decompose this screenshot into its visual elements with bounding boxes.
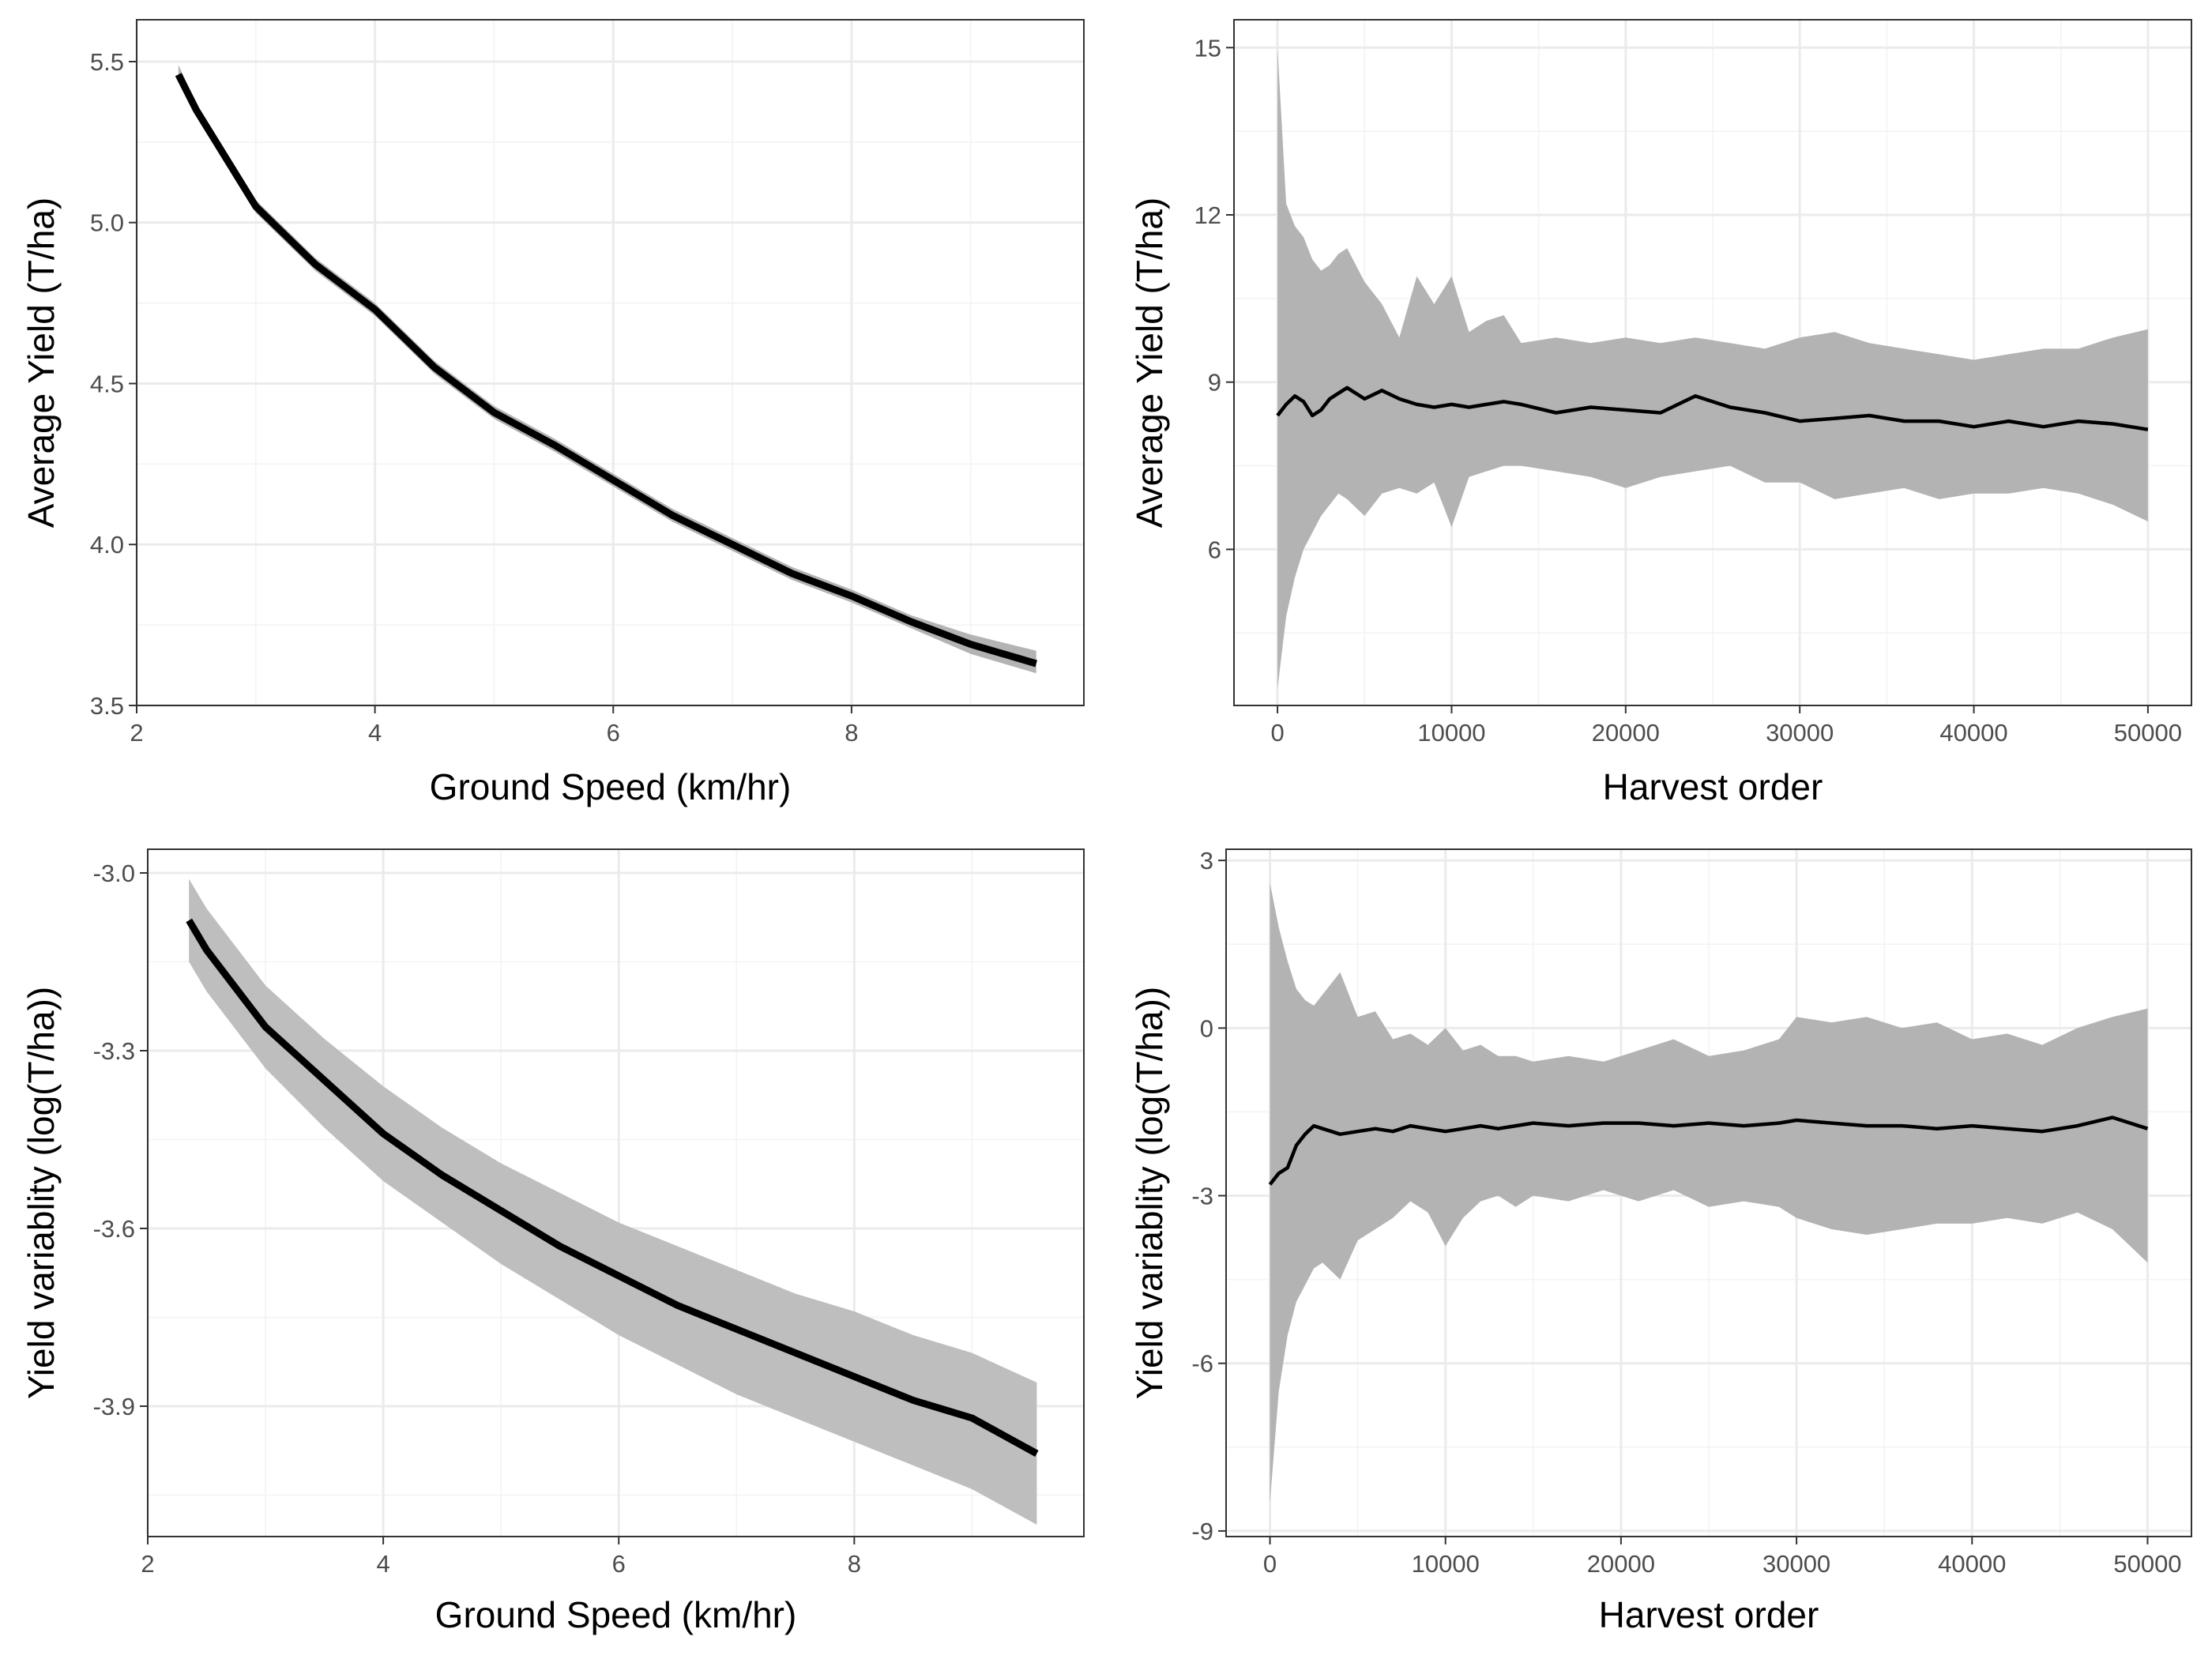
x-tick-label: 40000 [1938,1550,2006,1578]
x-tick-label: 4 [368,719,382,747]
x-axis-title: Harvest order [1599,1594,1819,1635]
y-tick-label: 0 [1200,1014,1213,1042]
x-tick-label: 30000 [1762,1550,1830,1578]
x-tick-label: 6 [607,719,620,747]
y-tick-label: 4.5 [90,370,124,397]
y-tick-label: -3.3 [93,1037,135,1065]
y-tick-label: -3.9 [93,1393,135,1420]
x-tick-label: 20000 [1592,719,1660,747]
y-tick-label: 6 [1208,536,1221,563]
x-tick-label: 50000 [2113,1550,2181,1578]
x-tick-label: 0 [1270,719,1284,747]
y-tick-label: 5.0 [90,209,124,237]
y-tick-label: -3 [1191,1183,1213,1210]
y-tick-label: 4.0 [90,531,124,559]
confidence-ribbon [1277,47,2148,689]
panel-yield-order: 0 10000 20000 30000 40000 50000 6 9 12 15 Harvest … [1129,19,2192,807]
series-line [1268,1115,2149,1186]
x-axis-title: Ground Speed (km/hr) [430,766,792,807]
x-tick-label: 20000 [1587,1550,1655,1578]
x-tick-label: 8 [845,719,858,747]
y-axis-title: Average Yield (T/ha) [21,198,62,529]
y-axis-title: Yield variablity (log(T/ha)) [1129,987,1170,1399]
panel-yield-speed: 2 4 6 8 3.5 4.0 4.5 5.0 5.5 Ground Speed (km/hr) A… [21,19,1085,807]
y-tick-label: -3.0 [93,860,135,887]
confidence-ribbon [1270,882,2148,1503]
x-tick-label: 0 [1263,1550,1277,1578]
y-tick-label: -3.6 [93,1215,135,1243]
y-tick-label: 3.5 [90,692,124,720]
panel-border [1225,848,2192,1537]
panel-border [1233,19,2192,706]
x-tick-label: 8 [848,1550,861,1578]
x-tick-label: 10000 [1412,1550,1480,1578]
series-line [186,918,1039,1457]
panel-border [136,19,1085,706]
y-tick-label: 3 [1200,847,1213,875]
x-tick-label: 30000 [1766,719,1834,747]
x-axis-title: Ground Speed (km/hr) [435,1594,797,1635]
y-tick-label: 12 [1194,201,1221,229]
x-tick-label: 6 [612,1550,626,1578]
y-axis-title: Yield variablity (log(T/ha)) [21,987,62,1399]
panel-variability-speed: 2 4 6 8 -3.0 -3.3 -3.6 -3.9 Ground Speed (km/hr)… [21,848,1085,1635]
x-tick-label: 2 [141,1550,154,1578]
x-tick-label: 2 [130,719,143,747]
y-tick-label: -9 [1191,1518,1213,1545]
panel-variability-order: 0 10000 20000 30000 40000 50000 -9 -6 -3 0 3 Harves… [1129,847,2192,1635]
y-axis-title: Average Yield (T/ha) [1129,198,1170,529]
x-tick-label: 4 [376,1550,389,1578]
x-axis-title: Harvest order [1603,766,1823,807]
x-tick-label: 40000 [1939,719,2007,747]
panels: 2 4 6 8 3.5 4.0 4.5 5.0 5.5 Ground Speed (km/hr) A… [21,19,2192,1635]
y-tick-label: -6 [1191,1350,1213,1378]
series-line [1276,386,2149,431]
x-tick-label: 50000 [2114,719,2182,747]
y-tick-label: 15 [1194,34,1221,62]
series-line [175,73,1037,668]
panel-border [147,848,1085,1537]
y-tick-label: 5.5 [90,48,124,76]
y-tick-label: 9 [1208,369,1221,397]
x-tick-label: 10000 [1417,719,1485,747]
